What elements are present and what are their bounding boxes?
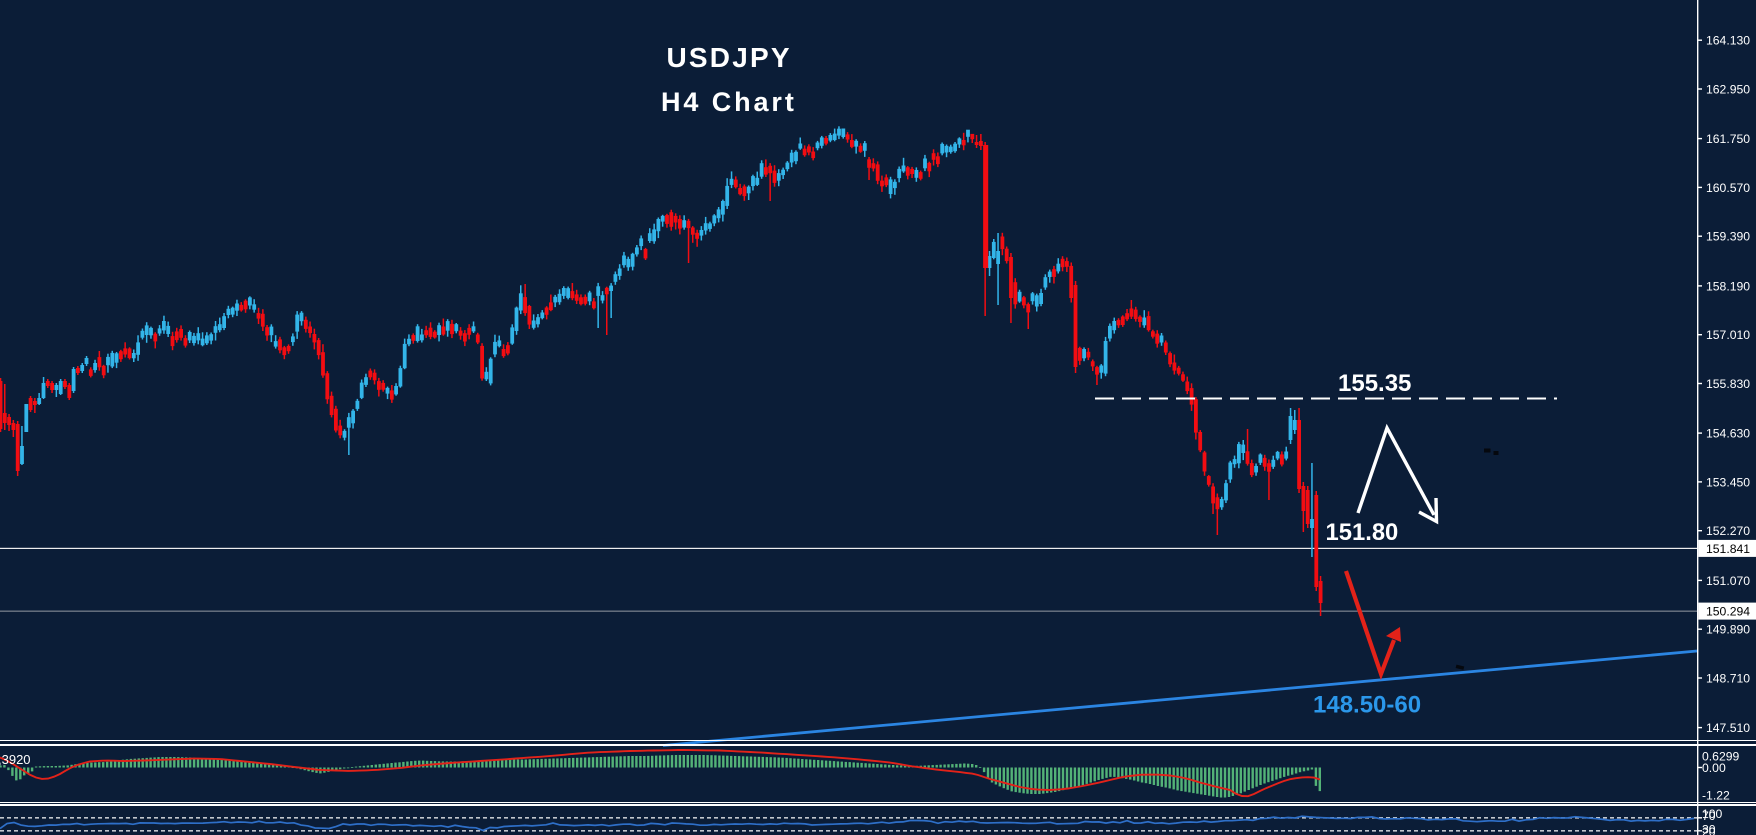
svg-text:148.710: 148.710	[1706, 671, 1750, 685]
svg-text:158.190: 158.190	[1706, 279, 1750, 293]
svg-text:157.010: 157.010	[1706, 328, 1750, 342]
svg-text:100: 100	[1702, 807, 1723, 821]
svg-text:0.6299: 0.6299	[1702, 750, 1739, 764]
svg-text:151.841: 151.841	[1706, 542, 1750, 556]
svg-text:70: 70	[1702, 809, 1716, 823]
svg-text:154.630: 154.630	[1706, 427, 1750, 441]
svg-text:152.270: 152.270	[1706, 524, 1750, 538]
svg-text:147.510: 147.510	[1706, 721, 1750, 735]
svg-text:0.00: 0.00	[1702, 761, 1726, 775]
svg-text:151.80: 151.80	[1326, 519, 1399, 546]
svg-text:161.750: 161.750	[1706, 132, 1750, 146]
svg-text:30: 30	[1702, 823, 1716, 835]
svg-text:20: 20	[1702, 825, 1716, 835]
svg-text:155.35: 155.35	[1338, 370, 1411, 397]
svg-text:,3920: ,3920	[0, 752, 31, 767]
svg-text:-1.22: -1.22	[1702, 789, 1730, 803]
svg-text:153.450: 153.450	[1706, 475, 1750, 489]
svg-text:164.130: 164.130	[1706, 34, 1750, 48]
svg-text:150.294: 150.294	[1706, 605, 1750, 619]
svg-text:155.830: 155.830	[1706, 377, 1750, 391]
svg-text:151.070: 151.070	[1706, 574, 1750, 588]
svg-text:149.890: 149.890	[1706, 623, 1750, 637]
svg-text:160.570: 160.570	[1706, 181, 1750, 195]
svg-text:148.50-60: 148.50-60	[1313, 692, 1421, 719]
svg-text:USDJPY: USDJPY	[667, 42, 792, 73]
svg-text:159.390: 159.390	[1706, 230, 1750, 244]
svg-text:H4 Chart: H4 Chart	[661, 87, 797, 117]
svg-text:162.950: 162.950	[1706, 82, 1750, 96]
